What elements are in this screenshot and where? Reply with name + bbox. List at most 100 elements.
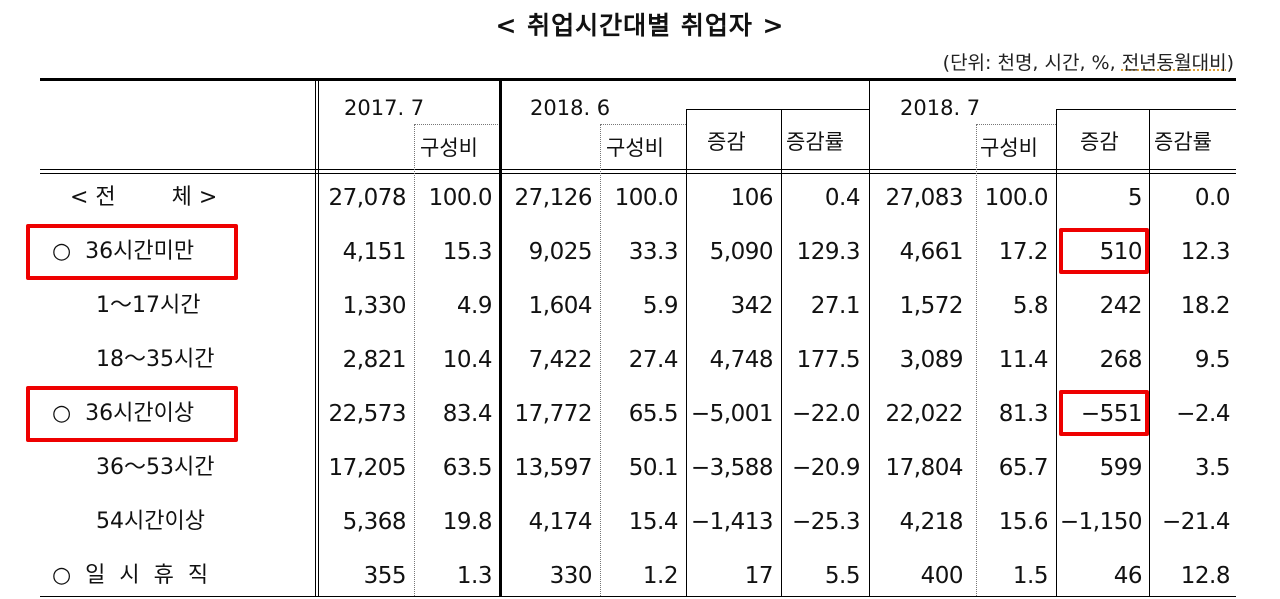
cell-s186: 100.0 (614, 185, 679, 211)
share-header-dotted-1 (414, 124, 500, 125)
sub-header-line-1 (686, 109, 870, 110)
row-label: 54시간이상 (96, 509, 205, 534)
cell-s17: 63.5 (442, 455, 493, 481)
header-rate-2018-6: 증감률 (786, 130, 844, 154)
cell-c187: 599 (1099, 455, 1143, 481)
share-divider-1 (414, 124, 415, 596)
header-2018-6: 2018. 6 (530, 96, 611, 120)
cell-s17: 4.9 (456, 293, 493, 319)
highlight-box-label (26, 224, 238, 280)
row-label: ○ 일 시 휴 직 (52, 563, 209, 588)
cell-r186: −22.0 (792, 401, 860, 427)
cell-c186: −5,001 (690, 401, 774, 427)
cell-s187: 15.6 (998, 509, 1049, 535)
cell-r186: 0.4 (824, 185, 861, 211)
cell-v186: 27,126 (514, 185, 593, 211)
cell-v17: 5,368 (342, 509, 407, 535)
cell-r187: 9.5 (1194, 347, 1231, 373)
cell-s186: 50.1 (628, 455, 679, 481)
label-divider-b (318, 81, 319, 597)
cell-c187: −1,150 (1059, 509, 1143, 535)
cell-v17: 2,821 (342, 347, 407, 373)
cell-s186: 15.4 (628, 509, 679, 535)
cell-r186: 27.1 (810, 293, 861, 319)
bottom-border (40, 596, 1236, 597)
cell-v186: 9,025 (528, 239, 593, 265)
cell-v17: 4,151 (342, 239, 407, 265)
header-border-2 (40, 173, 1236, 174)
header-2018-7: 2018. 7 (900, 96, 981, 120)
period3-divider (869, 81, 870, 597)
cell-v186: 7,422 (528, 347, 593, 373)
cell-v187: 1,572 (899, 293, 964, 319)
cell-s186: 65.5 (628, 401, 679, 427)
cell-c187: 5 (1127, 185, 1143, 211)
cell-v186: 330 (549, 563, 593, 589)
cell-c187: 46 (1113, 563, 1143, 589)
cell-v186: 1,604 (528, 293, 593, 319)
cell-r187: 18.2 (1180, 293, 1231, 319)
cell-c186: 106 (730, 185, 774, 211)
cell-s17: 19.8 (442, 509, 493, 535)
cell-s186: 5.9 (642, 293, 679, 319)
cell-r187: 0.0 (1194, 185, 1231, 211)
cell-r187: −2.4 (1176, 401, 1230, 427)
cell-v187: 17,804 (885, 455, 964, 481)
cell-v17: 1,330 (342, 293, 407, 319)
share-divider-3 (976, 124, 977, 596)
highlight-box-change (1059, 390, 1149, 436)
cell-r186: 177.5 (796, 347, 861, 373)
cell-c186: 342 (730, 293, 774, 319)
cell-v17: 27,078 (328, 185, 407, 211)
change-divider-2 (1056, 109, 1057, 597)
unit-note: (단위: 천명, 시간, %, 전년동월대비) (942, 52, 1234, 74)
cell-s187: 65.7 (998, 455, 1049, 481)
header-2017-7: 2017. 7 (344, 96, 425, 120)
table-title: < 취업시간대별 취업자 > (495, 11, 785, 40)
row-label: ○ 36시간이상 (52, 401, 195, 426)
cell-r187: −21.4 (1162, 509, 1230, 535)
cell-v17: 22,573 (328, 401, 407, 427)
cell-s186: 27.4 (628, 347, 679, 373)
cell-v17: 17,205 (328, 455, 407, 481)
header-change-2018-7: 증감 (1080, 130, 1119, 154)
period-divider (499, 81, 502, 597)
change-divider-1 (686, 109, 687, 597)
cell-s17: 15.3 (442, 239, 493, 265)
share-divider-2 (600, 124, 601, 596)
cell-s187: 5.8 (1012, 293, 1049, 319)
cell-s17: 100.0 (428, 185, 493, 211)
row-label: 18～35시간 (96, 347, 215, 372)
cell-r187: 12.3 (1180, 239, 1231, 265)
header-rate-2018-7: 증감률 (1154, 130, 1212, 154)
cell-v186: 4,174 (528, 509, 593, 535)
label-divider-a (315, 81, 316, 597)
row-label: 1～17시간 (96, 293, 201, 318)
employment-table: 2017. 7 구성비 2018. 6 구성비 증감 증감률 2018. 7 구… (26, 78, 1236, 597)
cell-s186: 1.2 (642, 563, 679, 589)
row-label: 36～53시간 (96, 455, 215, 480)
cell-v186: 13,597 (514, 455, 593, 481)
cell-v187: 400 (920, 563, 964, 589)
header-share-2017: 구성비 (420, 136, 478, 160)
cell-v187: 4,218 (899, 509, 964, 535)
header-change-2018-6: 증감 (707, 130, 746, 154)
sub-header-line-2 (1056, 109, 1236, 110)
header-share-2018-6: 구성비 (606, 136, 664, 160)
row-label: < 전 체 > (70, 185, 218, 210)
cell-r186: −20.9 (792, 455, 860, 481)
cell-c186: −3,588 (690, 455, 774, 481)
share-header-dotted-2 (600, 124, 686, 125)
cell-c187: 510 (1099, 239, 1143, 265)
cell-r187: 12.8 (1180, 563, 1231, 589)
cell-s187: 1.5 (1012, 563, 1049, 589)
header-share-2018-7: 구성비 (980, 136, 1038, 160)
cell-r186: −25.3 (792, 509, 860, 535)
cell-s17: 1.3 (456, 563, 493, 589)
cell-r186: 129.3 (796, 239, 861, 265)
cell-r186: 5.5 (824, 563, 861, 589)
cell-r187: 3.5 (1194, 455, 1231, 481)
top-border (40, 78, 1236, 81)
cell-s187: 11.4 (998, 347, 1049, 373)
cell-v17: 355 (363, 563, 407, 589)
